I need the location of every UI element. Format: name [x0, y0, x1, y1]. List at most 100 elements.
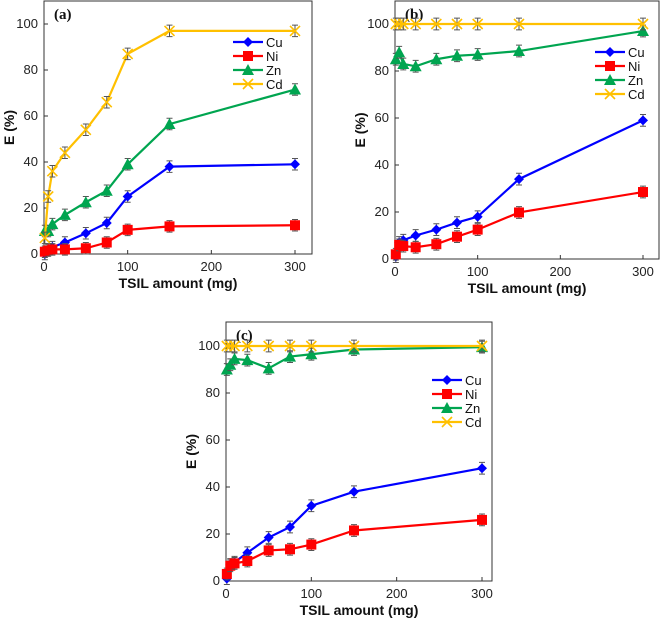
data-point: [80, 243, 91, 254]
data-point: [122, 224, 133, 235]
series-cd: [390, 17, 649, 31]
data-point: [285, 521, 295, 532]
x-axis-label: TSIL amount (mg): [119, 275, 238, 291]
series-zn: [38, 83, 301, 238]
data-point: [80, 228, 91, 239]
data-point: [393, 46, 406, 58]
data-point: [289, 25, 301, 37]
data-point: [430, 18, 442, 30]
data-point: [241, 354, 254, 366]
x-tick-label: 0: [391, 264, 398, 279]
data-point: [431, 239, 442, 250]
data-point: [472, 18, 484, 30]
data-point: [163, 118, 176, 130]
legend-label: Cu: [266, 35, 283, 50]
x-tick-label: 300: [632, 264, 654, 279]
legend-label: Zn: [628, 73, 643, 88]
y-axis-label: E (%): [352, 113, 368, 148]
x-tick-label: 200: [549, 264, 571, 279]
data-point: [263, 545, 274, 556]
data-point: [101, 96, 113, 108]
legend-marker: [605, 61, 615, 71]
data-point: [229, 558, 240, 569]
legend-marker: [441, 402, 453, 413]
data-point: [410, 18, 422, 30]
panel-label: (a): [54, 7, 72, 23]
legend-label: Cu: [465, 373, 482, 388]
legend-label: Ni: [628, 59, 640, 74]
y-tick-label: 100: [198, 338, 220, 353]
x-tick-label: 100: [117, 259, 139, 274]
legend-label: Cd: [628, 87, 645, 102]
series-cu: [390, 113, 648, 264]
data-point: [46, 218, 59, 230]
y-tick-label: 0: [213, 573, 220, 588]
data-point: [472, 224, 483, 235]
data-point: [514, 207, 524, 218]
data-point: [285, 544, 295, 555]
data-point: [263, 532, 274, 543]
legend-marker: [604, 74, 616, 85]
chart-panel-c: 0 20 40 60 80 100 0 100 200 300 TSIL amount (mg) E …: [183, 321, 493, 618]
y-tick-label: 20: [206, 526, 220, 541]
legend-label: Cu: [628, 45, 645, 60]
data-point: [638, 187, 648, 198]
data-point: [224, 340, 236, 352]
y-tick-label: 40: [24, 154, 38, 169]
legend-label: Cd: [465, 415, 482, 430]
data-point: [306, 500, 317, 511]
plot-frame: [225, 321, 493, 582]
legend-label: Cd: [266, 77, 283, 92]
data-point: [39, 232, 51, 244]
data-point: [305, 348, 318, 360]
data-point: [263, 340, 275, 352]
data-point: [228, 352, 241, 364]
data-point: [164, 221, 175, 232]
data-point: [290, 159, 300, 170]
data-point: [431, 224, 442, 235]
series-ni: [39, 219, 300, 258]
data-point: [397, 18, 409, 30]
data-point: [390, 249, 401, 260]
data-point: [79, 196, 92, 208]
y-tick-label: 80: [375, 63, 389, 78]
legend-marker: [442, 375, 452, 385]
data-point: [46, 165, 58, 177]
data-point: [638, 115, 648, 126]
x-axis-label: TSIL amount (mg): [468, 280, 587, 296]
legend-marker: [243, 37, 253, 47]
data-point: [221, 568, 232, 579]
y-tick-label: 20: [24, 200, 38, 215]
data-point: [305, 340, 317, 352]
series-line: [43, 163, 296, 255]
data-point: [389, 53, 402, 65]
plot-frame: [394, 0, 660, 260]
data-point: [349, 486, 359, 497]
data-point: [224, 358, 237, 370]
data-point: [59, 244, 70, 255]
x-tick-label: 100: [300, 586, 322, 601]
data-point: [349, 525, 359, 536]
data-point: [471, 48, 484, 60]
series-line: [44, 88, 296, 233]
legend-marker: [605, 47, 615, 57]
data-point: [262, 362, 275, 374]
data-point: [121, 158, 134, 170]
data-point: [242, 556, 253, 567]
y-tick-label: 20: [375, 204, 389, 219]
y-tick-label: 60: [24, 108, 38, 123]
x-tick-label: 200: [200, 259, 222, 274]
legend-marker: [242, 78, 254, 90]
chart-panel-a: 0 20 40 60 80 100 0 100 200 300 TSIL amount (mg) E …: [1, 0, 313, 291]
data-point: [409, 60, 422, 72]
data-point: [397, 57, 410, 69]
y-axis-label: E (%): [183, 434, 199, 469]
data-point: [514, 174, 524, 185]
data-point: [637, 25, 649, 37]
data-point: [163, 25, 176, 37]
data-point: [513, 45, 525, 57]
data-point: [101, 217, 112, 228]
y-tick-label: 100: [367, 16, 389, 31]
data-point: [472, 211, 483, 222]
series-ni: [221, 513, 487, 581]
